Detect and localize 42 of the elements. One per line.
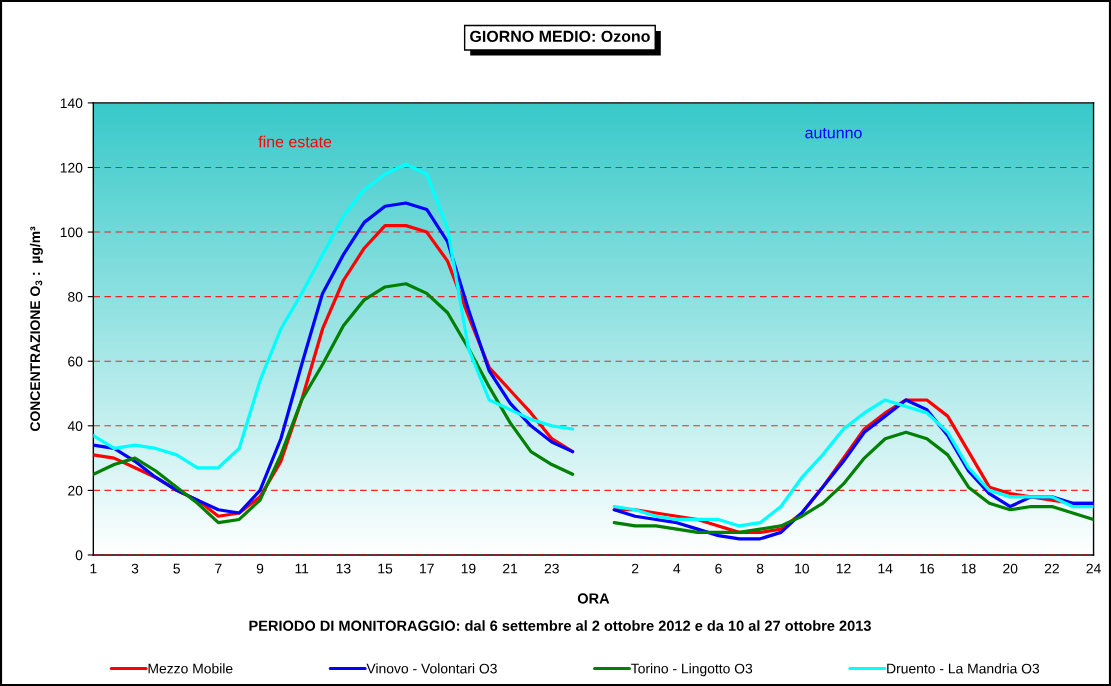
x-tick-label: 3 (131, 563, 139, 574)
x-tick-label: 4 (673, 563, 681, 574)
y-tick-label: 100 (60, 227, 83, 238)
x-tick-label: 2 (631, 563, 639, 574)
x-tick-label: 6 (715, 563, 722, 574)
y-axis-title: CONCENTRAZIONE O$_{3}$ : µg/m³ (29, 226, 43, 432)
x-tick-label: 13 (336, 563, 351, 574)
legend-label: Vinovo - Volontari O3 (366, 663, 497, 674)
x-tick-label: 9 (256, 563, 264, 574)
x-tick-label: 16 (920, 563, 934, 574)
x-tick-label: 14 (878, 563, 893, 574)
y-tick-label: 120 (60, 162, 83, 173)
x-tick-label: 23 (544, 563, 559, 574)
x-tick-label: 7 (215, 563, 222, 574)
x-tick-label: 24 (1086, 563, 1101, 574)
x-tick-label: 1 (90, 563, 97, 574)
x-tick-label: 20 (1003, 563, 1018, 574)
y-tick-label: 140 (60, 98, 83, 109)
x-tick-label: 18 (961, 563, 976, 574)
legend-label: Torino - Lingotto O3 (631, 663, 753, 677)
annotation: autunno (805, 127, 862, 139)
legend-label: Mezzo Mobile (148, 663, 233, 674)
x-tick-label: 5 (173, 563, 180, 574)
legend-label: Druento - La Mandria O3 (887, 663, 1040, 674)
y-tick-label: 0 (75, 550, 83, 561)
x-tick-label: 15 (378, 563, 393, 574)
x-axis-title: ORA (577, 593, 610, 604)
y-tick-label: 60 (68, 356, 83, 367)
x-tick-label: 8 (756, 563, 764, 574)
x-tick-label: 11 (295, 563, 309, 574)
chart-title: GIORNO MEDIO: Ozono (470, 30, 650, 43)
x-tick-label: 21 (503, 563, 518, 574)
x-tick-label: 10 (795, 563, 809, 574)
x-tick-label: 19 (461, 563, 476, 574)
y-tick-label: 20 (68, 485, 83, 496)
text: PERIODO DI MONITORAGGIO: dal 6 settembre al 2 ottobre 2012 e da 10 al 27 ottobre 2013 (249, 620, 871, 631)
annotation: fine estate (258, 135, 332, 148)
y-tick-label: 40 (67, 421, 83, 431)
x-tick-label: 12 (836, 563, 851, 574)
x-tick-label: 22 (1044, 563, 1059, 574)
x-tick-label: 17 (420, 563, 434, 574)
y-tick-label: 80 (68, 291, 83, 302)
